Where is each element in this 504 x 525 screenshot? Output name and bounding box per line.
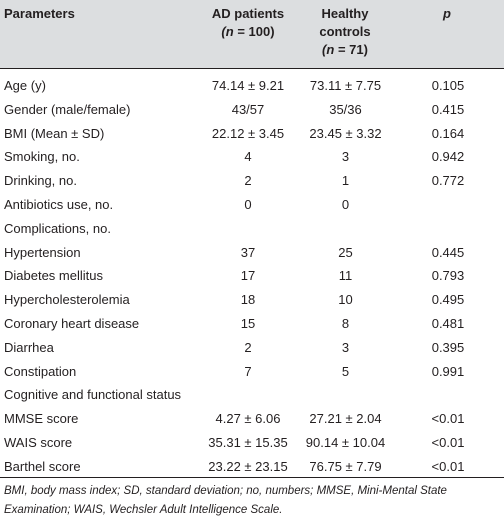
row-ad-value: 17 (240, 268, 256, 284)
row-hc-value: 3 (341, 149, 350, 165)
row-ad-value: 18 (240, 292, 256, 308)
header-ad-title: AD patients (211, 6, 285, 21)
row-hc-value: 11 (338, 268, 353, 284)
table-row: MMSE score 4.27 ± 6.06 27.21 ± 2.04 <0.01 (0, 407, 504, 431)
row-hc-value: 1 (341, 173, 350, 189)
table-row: Barthel score 23.22 ± 23.15 76.75 ± 7.79 <0… (0, 455, 504, 479)
row-ad-value: 35.31 ± 15.35 (208, 434, 288, 450)
row-parameter: BMI (Mean ± SD) (4, 125, 105, 141)
row-hc-value: 3 (341, 339, 350, 355)
row-parameter: Hypercholesterolemia (4, 292, 130, 308)
row-parameter: MMSE score (4, 411, 79, 427)
header-hc-title-line1: Healthy (321, 6, 369, 21)
row-hc-value: 25 (338, 244, 353, 260)
row-parameter: Constipation (4, 363, 77, 379)
table-row: Constipation 7 5 0.991 (0, 360, 504, 384)
row-p-value: <0.01 (431, 434, 465, 450)
table-row: Smoking, no. 4 3 0.942 (0, 145, 504, 169)
row-ad-value: 23.22 ± 23.15 (208, 458, 288, 474)
table-bottom-rule (0, 477, 504, 478)
row-hc-value: 0 (341, 196, 350, 212)
table-body: Age (y) 74.14 ± 9.21 73.11 ± 7.75 0.105 Gend… (0, 74, 504, 479)
row-ad-value: 43/57 (231, 101, 265, 117)
row-parameter: Barthel score (4, 458, 81, 474)
table-row: Diarrhea 2 3 0.395 (0, 336, 504, 360)
row-parameter: Gender (male/female) (4, 101, 131, 117)
row-hc-value: 8 (341, 315, 350, 331)
row-ad-value: 15 (240, 315, 256, 331)
row-p-value: 0.415 (431, 101, 465, 117)
header-divider (0, 68, 504, 69)
header-hc-n: (n = 71) (322, 42, 368, 57)
table-row: Hypertension 37 25 0.445 (0, 241, 504, 265)
table-row: Hypercholesterolemia 18 10 0.495 (0, 288, 504, 312)
table-row: Gender (male/female) 43/57 35/36 0.415 (0, 98, 504, 122)
row-p-value: 0.495 (431, 292, 465, 308)
row-ad-value: 74.14 ± 9.21 (211, 78, 285, 93)
row-ad-value: 37 (240, 244, 256, 260)
header-parameters: Parameters (4, 6, 75, 21)
row-hc-value: 90.14 ± 10.04 (305, 434, 386, 450)
table-footnote: BMI, body mass index; SD, standard devia… (4, 485, 447, 516)
row-p-value: <0.01 (431, 458, 465, 474)
row-ad-value: 4 (244, 149, 252, 165)
row-parameter: Cognitive and functional status (4, 387, 182, 403)
header-hc-title-line2: controls (319, 24, 371, 39)
row-ad-value: 7 (244, 363, 252, 379)
table-row: Cognitive and functional status (0, 383, 504, 407)
row-parameter: Hypertension (4, 244, 81, 260)
row-hc-value: 23.45 ± 3.32 (309, 125, 382, 141)
row-p-value: 0.772 (431, 173, 465, 189)
row-ad-value: 22.12 ± 3.45 (211, 125, 285, 141)
row-hc-value: 76.75 ± 7.79 (309, 458, 382, 474)
header-p-value: p (443, 6, 451, 21)
row-p-value: <0.01 (431, 411, 465, 427)
row-parameter: Complications, no. (4, 220, 111, 236)
table-row: Diabetes mellitus 17 11 0.793 (0, 264, 504, 288)
row-p-value: 0.991 (431, 363, 465, 379)
row-ad-value: 4.27 ± 6.06 (215, 411, 281, 427)
table-header: Parameters AD patients (n = 100) Healthy… (0, 0, 504, 68)
table-row: Age (y) 74.14 ± 9.21 73.11 ± 7.75 0.105 (0, 74, 504, 98)
row-p-value: 0.445 (431, 244, 465, 260)
row-ad-value: 2 (244, 339, 252, 355)
header-healthy-controls: Healthy controls (n = 71) (305, 5, 385, 59)
table-row: BMI (Mean ± SD) 22.12 ± 3.45 23.45 ± 3.32 0… (0, 122, 504, 146)
row-hc-value: 5 (341, 363, 350, 379)
row-p-value: 0.164 (431, 125, 465, 141)
row-hc-value: 27.21 ± 2.04 (309, 411, 382, 427)
table-row: Coronary heart disease 15 8 0.481 (0, 312, 504, 336)
row-hc-value: 10 (338, 292, 353, 308)
row-parameter: Coronary heart disease (4, 315, 140, 331)
row-p-value: 0.942 (431, 149, 465, 165)
row-parameter: Antibiotics use, no. (4, 196, 114, 212)
row-parameter: Diabetes mellitus (4, 268, 103, 284)
row-parameter: Drinking, no. (4, 173, 77, 189)
row-ad-value: 2 (244, 173, 252, 189)
row-p-value: 0.395 (431, 339, 465, 355)
row-hc-value: 35/36 (329, 101, 362, 117)
table-row: Drinking, no. 2 1 0.772 (0, 169, 504, 193)
table-row: Complications, no. (0, 217, 504, 241)
row-parameter: WAIS score (4, 434, 73, 450)
header-ad-patients: AD patients (n = 100) (198, 5, 298, 41)
row-parameter: Age (y) (4, 78, 46, 93)
row-hc-value: 73.11 ± 7.75 (309, 78, 382, 93)
table-row: WAIS score 35.31 ± 15.35 90.14 ± 10.04 <0.0… (0, 431, 504, 455)
row-p-value: 0.481 (431, 315, 465, 331)
header-ad-n: (n = 100) (221, 24, 275, 39)
row-parameter: Diarrhea (4, 339, 54, 355)
row-p-value: 0.105 (431, 78, 465, 93)
row-ad-value: 0 (244, 196, 252, 212)
row-parameter: Smoking, no. (4, 149, 80, 165)
table-row: Antibiotics use, no. 0 0 (0, 193, 504, 217)
row-p-value: 0.793 (431, 268, 465, 284)
